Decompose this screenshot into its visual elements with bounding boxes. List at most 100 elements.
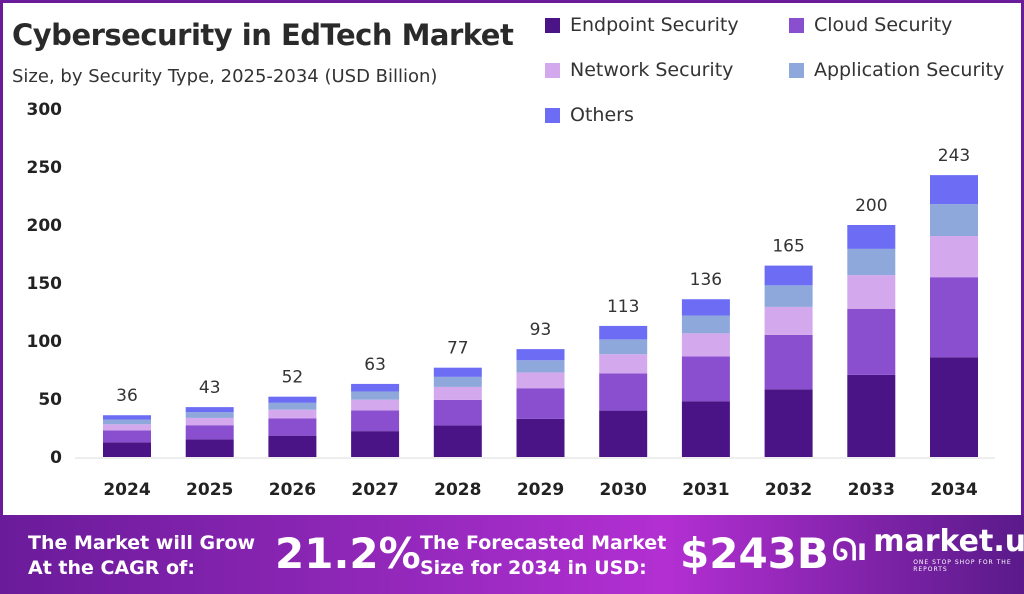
bar-segment-application-security <box>185 412 234 418</box>
x-tick-label: 2028 <box>434 480 481 500</box>
bar-segment-others <box>847 225 896 249</box>
data-label-total: 52 <box>282 368 304 388</box>
bar-segment-network-security <box>103 424 151 431</box>
bar-segment-network-security <box>516 372 565 389</box>
data-label-total: 43 <box>199 378 221 398</box>
bar-segment-endpoint-security <box>681 401 730 457</box>
bar-segment-cloud-security <box>268 418 317 436</box>
bar-segment-others <box>351 383 400 392</box>
bar-segment-application-security <box>433 376 482 387</box>
data-label-total: 136 <box>690 270 722 290</box>
y-tick-label: 250 <box>27 158 63 178</box>
bar-segment-network-security <box>681 333 730 357</box>
legend-swatch <box>545 62 560 78</box>
bar-segment-endpoint-security <box>930 357 978 457</box>
bar-segment-application-security <box>681 315 730 334</box>
bar-segment-others <box>433 367 482 377</box>
x-tick-label: 2033 <box>848 480 895 500</box>
chart-title: Cybersecurity in EdTech Market <box>12 18 514 52</box>
bar-segment-others <box>764 265 813 286</box>
bar-segment-cloud-security <box>433 399 482 426</box>
y-tick-label: 300 <box>27 100 63 120</box>
bar-segment-others <box>268 396 317 403</box>
legend-label: Endpoint Security <box>570 14 739 36</box>
bar-segment-application-security <box>930 204 978 237</box>
bar-segment-endpoint-security <box>847 374 896 457</box>
legend-item-application: Application Security <box>789 59 1004 81</box>
y-tick-label: 150 <box>27 274 63 294</box>
y-tick-label: 200 <box>27 216 63 236</box>
bar-segment-others <box>681 299 730 316</box>
bar-segment-application-security <box>764 285 813 307</box>
bar-segment-network-security <box>930 236 978 278</box>
cagr-value: 21.2% <box>275 529 421 578</box>
bar-segment-application-security <box>599 339 648 355</box>
bar-segment-endpoint-security <box>268 435 317 457</box>
bar-segment-endpoint-security <box>433 425 482 457</box>
bar-segment-network-security <box>847 275 896 309</box>
bar-segment-cloud-security <box>930 277 978 358</box>
legend-label: Cloud Security <box>814 14 953 36</box>
bar-segment-cloud-security <box>764 334 813 390</box>
bar-segment-application-security <box>103 419 151 425</box>
x-tick-label: 2029 <box>517 480 564 500</box>
bar-segment-others <box>599 325 648 340</box>
bar-segment-network-security <box>185 417 234 426</box>
x-tick-label: 2034 <box>930 480 977 500</box>
legend-item-endpoint: Endpoint Security <box>545 14 739 36</box>
legend-swatch <box>789 62 804 78</box>
bar-segment-others <box>185 407 234 413</box>
forecast-value: $243B <box>680 529 829 578</box>
bar-segment-cloud-security <box>599 373 648 411</box>
cagr-label: The Market will Grow At the CAGR of: <box>28 532 256 579</box>
forecast-label: The Forecasted Market Size for 2034 in US… <box>420 532 667 579</box>
bar-segment-others <box>516 349 565 361</box>
bar-segment-endpoint-security <box>103 442 151 457</box>
x-tick-label: 2027 <box>351 480 398 500</box>
data-label-total: 113 <box>607 297 639 317</box>
stacked-bar-chart: 0 50 100 150 200 250 300 36 2024 43 2025 52 2026 63 20… <box>27 100 995 500</box>
bar-segment-application-security <box>351 391 400 400</box>
bar-segment-network-security <box>599 354 648 374</box>
y-tick-label: 100 <box>27 332 63 352</box>
bar-segment-cloud-security <box>351 410 400 432</box>
bar-segment-others <box>103 415 151 420</box>
legend-item-others: Others <box>545 104 634 126</box>
market-us-logo: ᘏı market.usONE STOP SHOP FOR THE REPORT… <box>832 524 1024 574</box>
data-label-total: 165 <box>772 237 804 257</box>
y-tick-label: 0 <box>50 448 62 468</box>
data-label-total: 200 <box>855 196 887 216</box>
bar-segment-endpoint-security <box>599 410 648 457</box>
bar-segment-network-security <box>268 409 317 419</box>
bar-segment-application-security <box>516 360 565 373</box>
chart-subtitle: Size, by Security Type, 2025-2034 (USD B… <box>12 66 438 87</box>
footer-banner: The Market will Grow At the CAGR of: 21.2… <box>0 515 1024 594</box>
bar-segment-network-security <box>433 386 482 400</box>
bar-segment-endpoint-security <box>351 431 400 457</box>
bar-segment-application-security <box>847 248 896 276</box>
y-tick-label: 50 <box>38 390 62 410</box>
bar-segment-cloud-security <box>681 356 730 402</box>
bar-segment-application-security <box>268 402 317 410</box>
legend-item-cloud: Cloud Security <box>789 14 952 36</box>
x-tick-label: 2030 <box>600 480 647 500</box>
x-tick-label: 2024 <box>103 480 150 500</box>
legend-swatch <box>789 17 804 33</box>
bar-segment-others <box>930 175 978 205</box>
data-label-total: 77 <box>447 339 469 359</box>
bar-segment-endpoint-security <box>764 389 813 457</box>
legend-label: Others <box>570 104 634 126</box>
x-tick-label: 2032 <box>765 480 812 500</box>
bar-segment-cloud-security <box>185 425 234 440</box>
data-label-total: 63 <box>364 355 386 375</box>
bar-segment-cloud-security <box>847 308 896 375</box>
bar-segment-cloud-security <box>516 388 565 419</box>
data-label-total: 243 <box>938 146 970 166</box>
legend-label: Network Security <box>570 59 734 81</box>
logo-icon: ᘏı <box>832 532 868 568</box>
x-tick-label: 2025 <box>186 480 233 500</box>
bar-segment-network-security <box>351 399 400 411</box>
bar-segment-endpoint-security <box>185 439 234 457</box>
x-tick-label: 2031 <box>682 480 729 500</box>
